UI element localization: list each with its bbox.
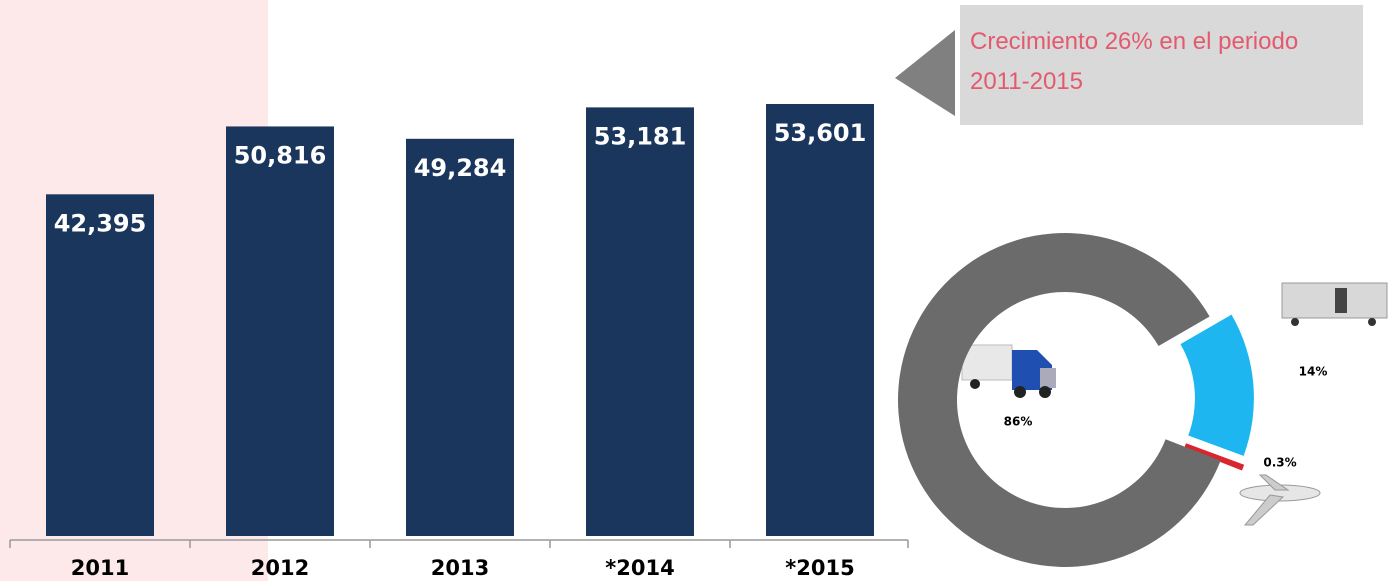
truck-icon (961, 344, 1056, 398)
x-axis (9, 539, 909, 548)
bar (586, 107, 694, 536)
plane-icon (1239, 474, 1321, 526)
donut-segment (1184, 443, 1245, 471)
donut-segment (1180, 314, 1254, 456)
note-arrow (895, 30, 955, 116)
train-icon (1281, 282, 1388, 326)
note-box (960, 5, 1363, 125)
donut-label: 86% (1004, 415, 1033, 429)
x-tick-label: *2014 (605, 556, 674, 580)
x-tick-label: 2011 (71, 556, 129, 580)
donut-label: 14% (1299, 365, 1328, 379)
x-tick-label: 2013 (431, 556, 489, 580)
value-label: 53,601 (774, 119, 867, 147)
value-label: 53,181 (594, 122, 687, 150)
bar (226, 126, 334, 536)
value-label: 50,816 (234, 141, 327, 169)
value-label: 49,284 (414, 154, 507, 182)
bar (766, 104, 874, 536)
x-tick-label: 2012 (251, 556, 309, 580)
donut-label: 0.3% (1263, 456, 1296, 470)
value-label: 42,395 (54, 209, 147, 237)
bar (46, 194, 154, 537)
x-tick-label: *2015 (785, 556, 854, 580)
donut-segment (898, 233, 1221, 568)
annotation: Crecimiento 26% en el periodo 2011-2015 (970, 28, 1299, 95)
bar (406, 138, 514, 536)
